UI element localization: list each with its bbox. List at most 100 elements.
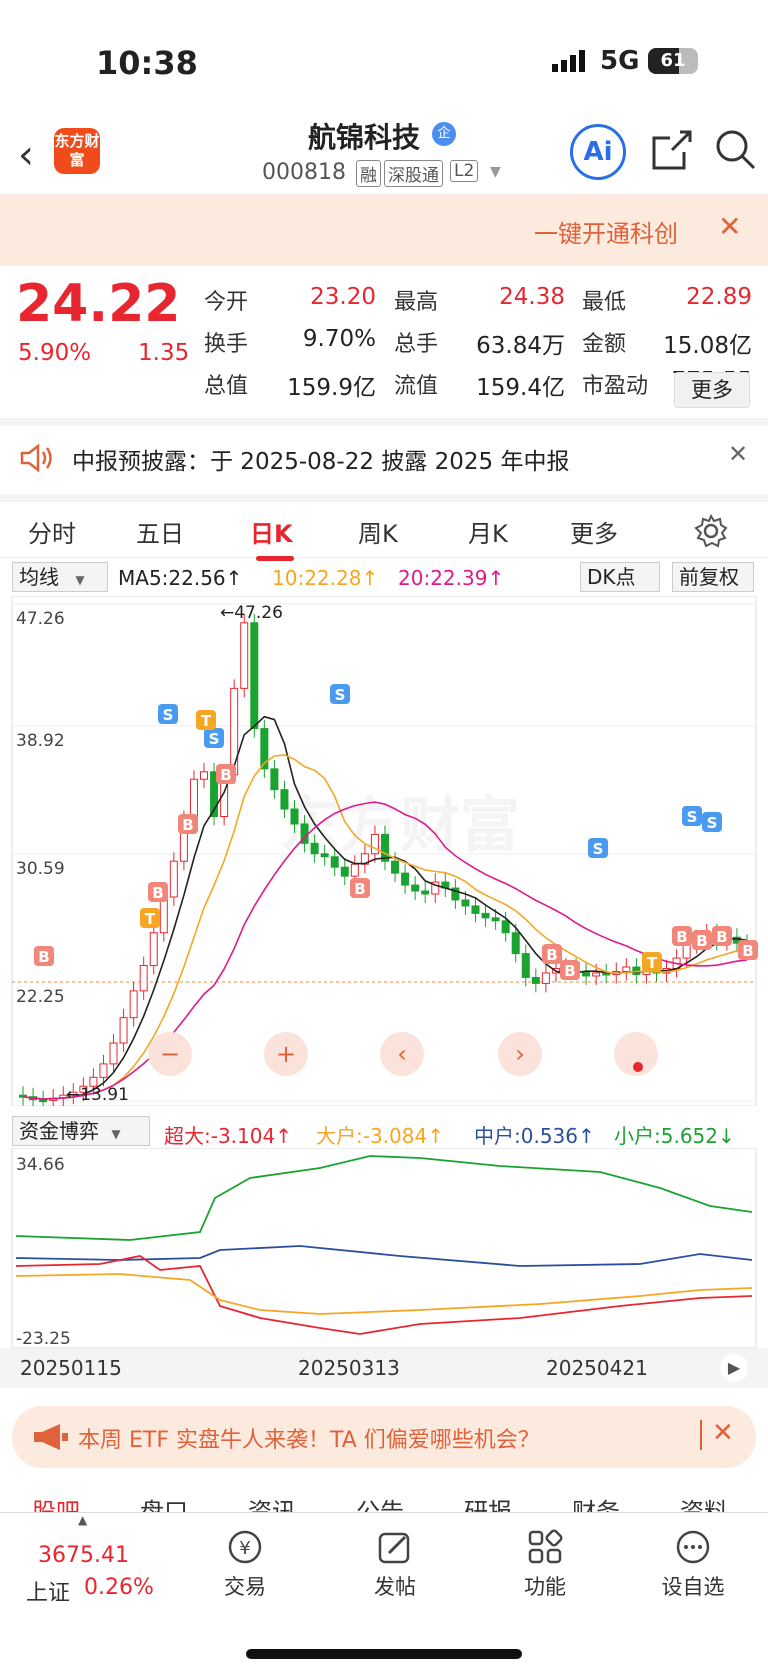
candle (280, 789, 289, 810)
signal-marker (642, 952, 662, 972)
indicator-select[interactable]: 均线 ▼ (12, 562, 108, 592)
nav-functions[interactable]: 功能 (500, 1529, 590, 1601)
scroll-right-icon[interactable]: ▶ (720, 1354, 748, 1382)
detail-subtabs: 股吧 盘口 资讯 公告 研报 财务 资料 (0, 1488, 768, 1512)
stat-value: 15.08亿 (663, 333, 752, 359)
tab-intraday[interactable]: 分时 (28, 520, 76, 548)
tab-weekly-k[interactable]: 周K (358, 520, 398, 548)
tab-daily-k[interactable]: 日K (250, 520, 293, 548)
kline-chart[interactable]: 47.2638.9230.5922.2513.91东方财富←47.26←13.9… (0, 596, 768, 1106)
candle (431, 881, 440, 895)
y-axis-label: 47.26 (16, 609, 65, 629)
super-large-line (15, 1255, 753, 1335)
legend-mid: 中户:0.536↑ (474, 1124, 595, 1148)
legend-small: 小户:5.652↓ (614, 1124, 735, 1148)
close-notice-icon[interactable]: ✕ (728, 440, 749, 468)
tab-more[interactable]: 更多 (570, 520, 618, 548)
stat-label: 总手 (394, 332, 439, 357)
subtab[interactable]: 盘口 (140, 1498, 188, 1512)
notice-text[interactable]: 中报预披露：于 2025-08-22 披露 2025 年中报 (72, 449, 570, 475)
tab-monthly-k[interactable]: 月K (468, 520, 508, 548)
stat-value: 22.89 (686, 284, 752, 310)
capital-select[interactable]: 资金博弈 ▼ (12, 1116, 150, 1146)
candle (330, 856, 339, 868)
signal-marker-label: S (335, 686, 346, 704)
candle (260, 728, 269, 770)
settings-icon[interactable] (694, 514, 728, 548)
signal-marker-label: B (182, 816, 193, 834)
candle (391, 860, 400, 874)
stock-header: ‹ 东方财富 航锦科技 企 000818 融 深股通 L2 ▼ Ai (0, 110, 768, 194)
share-icon[interactable] (650, 128, 694, 172)
subtab[interactable]: 公告 (356, 1498, 404, 1512)
indicator-select-label: 均线 (19, 565, 59, 589)
candle (149, 932, 158, 967)
dk-point-select[interactable]: DK点 (580, 562, 660, 592)
subtab[interactable]: 资料 (680, 1498, 728, 1512)
signal-marker-label: S (163, 706, 174, 724)
candle (290, 808, 299, 825)
y-axis-label: 30.59 (16, 859, 65, 879)
nav-post[interactable]: 发帖 (350, 1529, 440, 1601)
stat-label: 最高 (394, 290, 439, 315)
report-notice[interactable]: 中报预披露：于 2025-08-22 披露 2025 年中报 ✕ (0, 418, 768, 492)
candle (451, 887, 460, 901)
app-logo[interactable]: 东方财富 (54, 128, 100, 174)
signal-marker (158, 704, 178, 724)
ad-text[interactable]: 本周 ETF 实盘牛人来袭！TA 们偏爱哪些机会？ (78, 1428, 540, 1453)
stat-label: 市盈动 (582, 374, 649, 399)
candle (119, 1017, 128, 1044)
tab-five-day[interactable]: 五日 (136, 520, 184, 548)
candle (501, 920, 510, 934)
chart-frame (11, 596, 757, 1106)
more-button[interactable]: 更多 (674, 372, 750, 408)
signal-marker-label: B (676, 928, 687, 946)
subtab[interactable]: 财务 (572, 1498, 620, 1512)
chevron-down-icon[interactable]: ▼ (490, 164, 501, 180)
battery-level: 61 (660, 50, 686, 71)
home-indicator (246, 1649, 522, 1659)
candle (682, 944, 691, 959)
fullscreen-button (614, 1032, 658, 1076)
promo-banner[interactable]: 一键开通科创 ✕ (0, 194, 768, 266)
signal-marker (330, 684, 350, 704)
candle (401, 872, 410, 886)
index-percent[interactable]: 0.26% (84, 1575, 154, 1600)
expand-up-icon[interactable]: ▲ (78, 1513, 88, 1527)
candle (99, 1063, 108, 1078)
candle (240, 622, 249, 689)
index-value[interactable]: 3675.41 (38, 1543, 129, 1568)
index-name[interactable]: 上证 (26, 1581, 71, 1606)
search-icon[interactable] (714, 128, 758, 172)
signal-marker-label: T (145, 910, 156, 928)
candle (139, 965, 148, 992)
nav-trade[interactable]: ¥ 交易 (200, 1529, 290, 1601)
active-tab-indicator (256, 556, 294, 561)
close-icon[interactable]: ✕ (718, 210, 742, 243)
nav-add-watchlist[interactable]: 设自选 (648, 1529, 738, 1601)
subtab[interactable]: 股吧 (32, 1498, 80, 1512)
y-axis-min: -23.25 (16, 1329, 71, 1348)
bottom-nav: ▲ 3675.41 上证 0.26% ¥ 交易 发帖 功能 设自选 (0, 1512, 768, 1670)
change-amount: 1.35 (138, 340, 190, 366)
mid-holder-line (15, 1245, 753, 1267)
close-ad-icon[interactable]: ✕ (712, 1418, 734, 1448)
capital-flow-chart[interactable]: 34.66 -23.25 (0, 1148, 768, 1348)
y-axis-max: 34.66 (16, 1155, 65, 1175)
signal-icon (552, 50, 585, 72)
back-icon[interactable]: ‹ (18, 132, 34, 178)
etf-ad-banner[interactable]: 本周 ETF 实盘牛人来袭！TA 们偏爱哪些机会？ ✕ (12, 1406, 756, 1468)
adjust-select[interactable]: 前复权 (672, 562, 754, 592)
candle (310, 842, 319, 855)
signal-marker-label: S (593, 840, 604, 858)
candle (461, 899, 470, 907)
stat-value: 63.84万 (476, 333, 565, 359)
subtab[interactable]: 资讯 (248, 1498, 296, 1512)
subtab[interactable]: 研报 (464, 1498, 512, 1512)
grid-icon (528, 1529, 563, 1564)
candle (129, 990, 138, 1019)
promo-text[interactable]: 一键开通科创 (534, 220, 678, 248)
ai-button[interactable]: Ai (570, 124, 626, 180)
kline-chart-area: 均线 ▼ MA5:22.56↑ 10:22.28↑ 20:22.39↑ DK点 … (0, 558, 768, 1388)
network-type: 5G (600, 46, 640, 76)
